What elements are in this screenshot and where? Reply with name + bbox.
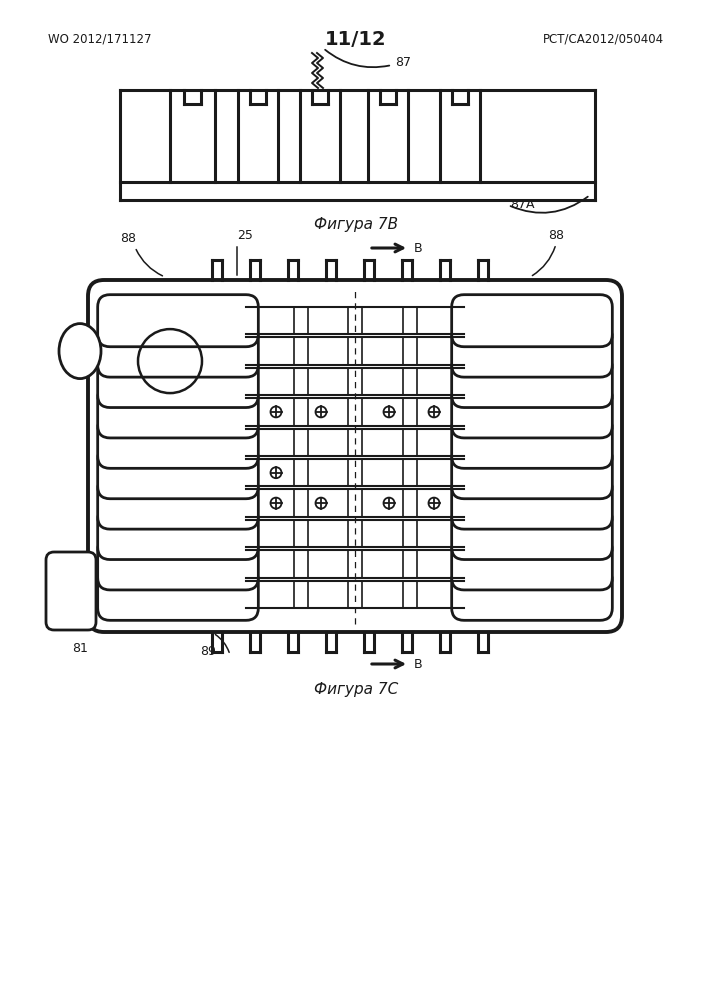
Text: 25: 25 [237,229,253,242]
FancyBboxPatch shape [98,355,258,408]
FancyBboxPatch shape [451,507,612,560]
FancyBboxPatch shape [451,568,612,620]
FancyBboxPatch shape [98,416,258,468]
Text: 11/12: 11/12 [325,30,387,49]
Text: Фигура 7C: Фигура 7C [314,682,398,697]
Text: 89: 89 [200,645,216,658]
FancyBboxPatch shape [98,386,258,438]
FancyBboxPatch shape [98,568,258,620]
FancyBboxPatch shape [451,295,612,347]
FancyBboxPatch shape [451,538,612,590]
FancyBboxPatch shape [451,477,612,529]
Text: 87: 87 [395,56,411,70]
FancyBboxPatch shape [46,552,96,630]
Text: WO 2012/171127: WO 2012/171127 [48,32,152,45]
Text: 81: 81 [72,642,88,655]
FancyBboxPatch shape [98,538,258,590]
FancyBboxPatch shape [451,386,612,438]
Ellipse shape [59,324,101,379]
FancyBboxPatch shape [88,280,622,632]
Text: B: B [414,658,423,670]
Text: PCT/CA2012/050404: PCT/CA2012/050404 [543,32,664,45]
Text: 88: 88 [548,229,564,242]
FancyBboxPatch shape [98,477,258,529]
FancyBboxPatch shape [451,416,612,468]
FancyBboxPatch shape [98,325,258,377]
FancyBboxPatch shape [98,295,258,347]
Text: B: B [414,241,423,254]
Text: 88: 88 [120,232,136,245]
FancyBboxPatch shape [98,447,258,499]
FancyBboxPatch shape [451,355,612,408]
FancyBboxPatch shape [451,325,612,377]
Text: Фигура 7B: Фигура 7B [314,217,398,232]
FancyBboxPatch shape [451,447,612,499]
FancyBboxPatch shape [98,507,258,560]
Text: 87A: 87A [510,198,535,212]
